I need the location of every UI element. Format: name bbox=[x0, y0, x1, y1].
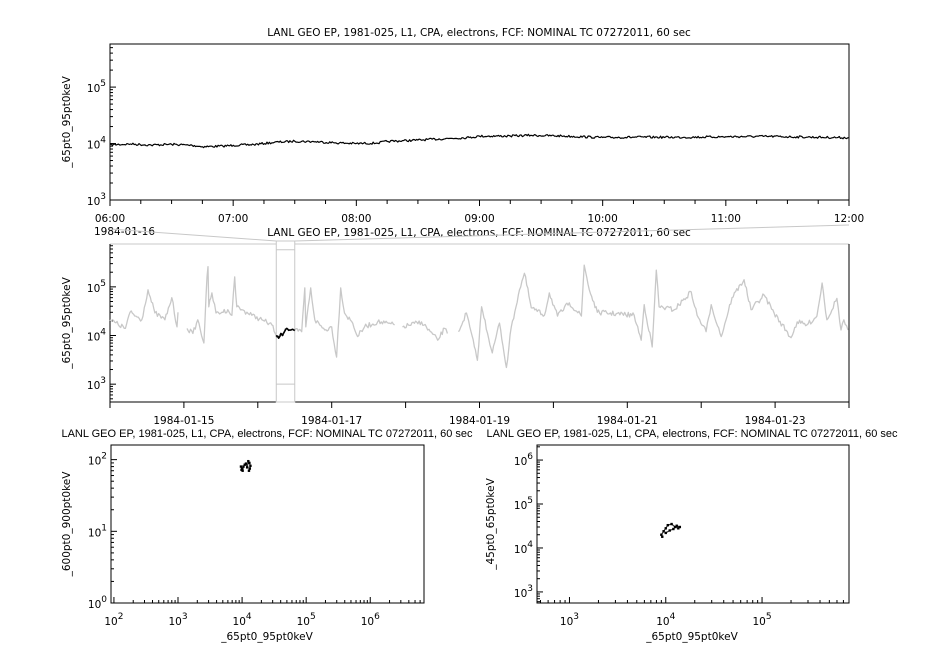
top-plot-ylabel: _65pt0_95pt0keV bbox=[61, 75, 73, 168]
top-plot-x-tick-label: 07:00 bbox=[218, 213, 248, 225]
bottom-right-plot-title: LANL GEO EP, 1981-025, L1, CPA, electron… bbox=[486, 428, 898, 440]
middle-plot-y-tick-label: 105 bbox=[87, 279, 106, 295]
bottom-left-data-point bbox=[247, 460, 250, 463]
middle-plot-series-line bbox=[109, 264, 849, 369]
bottom-right-data-point bbox=[664, 531, 667, 535]
bottom-right-data-point bbox=[677, 527, 680, 530]
middle-plot-x-tick-label: 1984-01-15 bbox=[153, 415, 214, 427]
bottom-right-x-tick-label: 104 bbox=[656, 612, 675, 628]
bottom-right-ylabel: _45pt0_65pt0keV bbox=[485, 477, 497, 570]
zoom-connector-right bbox=[294, 224, 850, 242]
middle-plot-ylabel: _65pt0_95pt0keV bbox=[61, 276, 73, 369]
bottom-right-data-point bbox=[664, 527, 667, 530]
bottom-left-data-point bbox=[240, 467, 244, 470]
bottom-right-data-point bbox=[673, 525, 677, 529]
top-plot-x-tick-label: 08:00 bbox=[341, 213, 371, 225]
middle-plot-x-tick-label: 1984-01-19 bbox=[449, 415, 510, 427]
top-plot-x-tick-label: 12:00 bbox=[834, 213, 864, 225]
middle-plot-title: LANL GEO EP, 1981-025, L1, CPA, electron… bbox=[267, 227, 691, 239]
bottom-right-x-tick-label: 103 bbox=[560, 612, 579, 628]
bottom-right-y-tick-label: 103 bbox=[514, 584, 533, 600]
bottom-right-x-tick-label: 105 bbox=[752, 612, 771, 628]
bottom-left-data-point bbox=[244, 462, 248, 465]
bottom-right-data-point bbox=[672, 527, 675, 531]
bottom-right-data-point bbox=[668, 529, 671, 532]
top-plot-y-tick-label: 104 bbox=[87, 136, 106, 152]
bottom-right-y-tick-label: 106 bbox=[514, 452, 533, 468]
top-plot-x-tick-label: 11:00 bbox=[711, 213, 741, 225]
middle-plot-x-tick-label: 1984-01-23 bbox=[745, 415, 806, 427]
top-plot-y-tick-label: 103 bbox=[87, 192, 106, 208]
bottom-left-x-tick-label: 106 bbox=[361, 612, 380, 628]
bottom-left-x-tick-label: 105 bbox=[297, 612, 316, 628]
top-plot-x-tick-label: 06:00 bbox=[95, 213, 125, 225]
bottom-left-x-tick-label: 102 bbox=[104, 612, 123, 628]
bottom-left-data-point bbox=[239, 465, 243, 468]
bottom-right-xlabel: _65pt0_95pt0keV bbox=[645, 631, 738, 643]
zoom-range-box bbox=[275, 240, 296, 403]
bottom-right-data-point bbox=[661, 535, 664, 538]
bottom-right-y-tick-label: 104 bbox=[514, 540, 533, 556]
top-plot-x-tick-label: 09:00 bbox=[464, 213, 494, 225]
top-plot-series-line bbox=[109, 133, 850, 149]
middle-plot-y-tick-label: 104 bbox=[87, 328, 106, 344]
bottom-left-data-point bbox=[249, 464, 252, 468]
bottom-right-data-point bbox=[670, 522, 673, 526]
bottom-right-y-tick-label: 105 bbox=[514, 496, 533, 512]
bottom-left-xlabel: _65pt0_95pt0keV bbox=[220, 631, 313, 643]
top-plot-title: LANL GEO EP, 1981-025, L1, CPA, electron… bbox=[267, 27, 691, 39]
top-plot-frame bbox=[109, 43, 850, 201]
zoom-connector-left bbox=[109, 228, 277, 242]
bottom-left-y-tick-label: 100 bbox=[88, 595, 107, 611]
bottom-right-data-point bbox=[678, 525, 682, 529]
top-plot-y-tick-label: 105 bbox=[87, 79, 106, 95]
bottom-right-plot-frame bbox=[536, 444, 850, 604]
bottom-left-data-point bbox=[248, 461, 251, 465]
bottom-left-plot-title: LANL GEO EP, 1981-025, L1, CPA, electron… bbox=[61, 428, 473, 440]
bottom-right-data-point bbox=[660, 533, 663, 536]
bottom-right-data-point bbox=[675, 524, 678, 527]
bottom-right-data-point bbox=[666, 523, 669, 527]
middle-plot-x-tick-label: 1984-01-17 bbox=[301, 415, 362, 427]
middle-plot-x-tick-label: 1984-01-21 bbox=[597, 415, 658, 427]
bottom-left-data-point bbox=[248, 467, 252, 470]
top-plot-date-label: 1984-01-16 bbox=[94, 226, 155, 238]
bottom-left-y-tick-label: 102 bbox=[88, 452, 107, 468]
bottom-left-data-point bbox=[242, 465, 245, 468]
bottom-left-data-point bbox=[245, 466, 249, 469]
top-plot-x-tick-label: 10:00 bbox=[588, 213, 618, 225]
bottom-left-data-point bbox=[247, 469, 251, 472]
bottom-left-data-point bbox=[241, 469, 244, 472]
bottom-left-plot-frame bbox=[110, 444, 425, 604]
bottom-left-y-tick-label: 101 bbox=[88, 523, 107, 539]
middle-plot-highlight-line bbox=[275, 327, 296, 339]
middle-plot-y-tick-label: 103 bbox=[87, 376, 106, 392]
bottom-left-x-tick-label: 103 bbox=[168, 612, 187, 628]
bottom-left-x-tick-label: 104 bbox=[233, 612, 252, 628]
bottom-left-ylabel: _600pt0_900pt0keV bbox=[61, 471, 73, 578]
bottom-right-data-point bbox=[662, 530, 665, 533]
bottom-left-data-point bbox=[243, 463, 246, 466]
